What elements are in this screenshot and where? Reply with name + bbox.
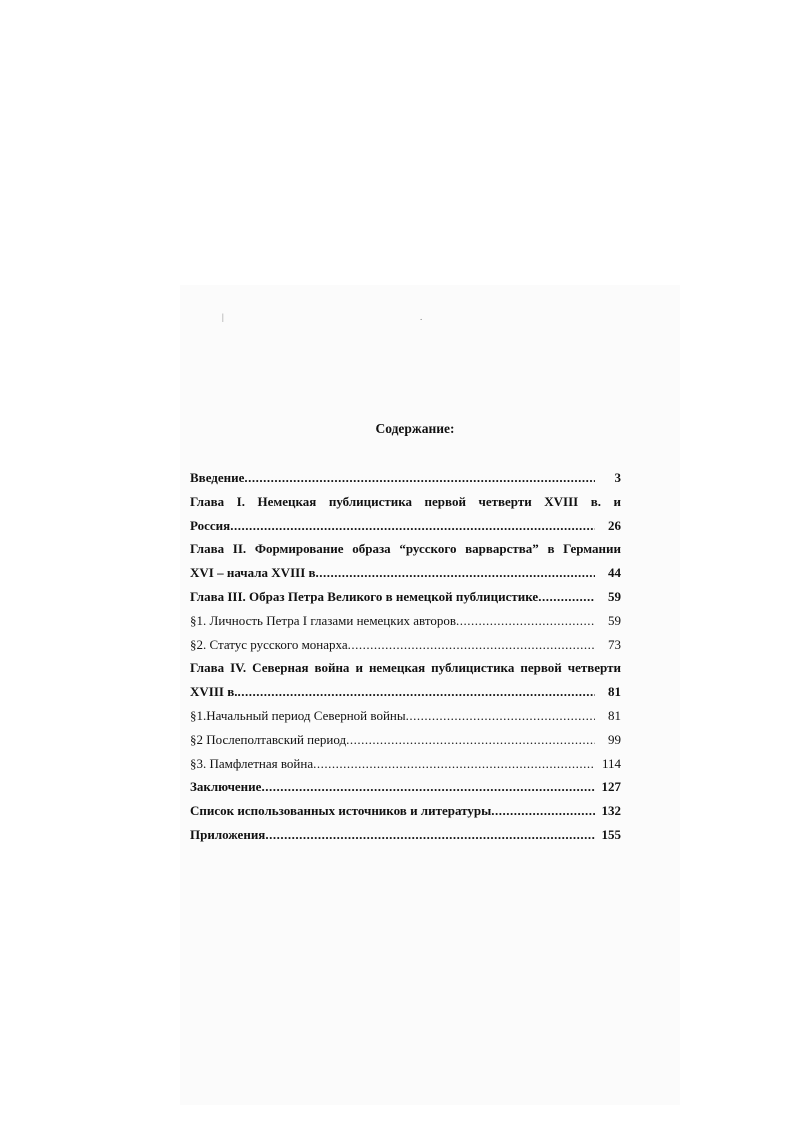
toc-entry-page: 155 bbox=[601, 826, 622, 842]
toc-entry-page: 59 bbox=[608, 612, 621, 628]
toc-entry-page: 81 bbox=[608, 707, 621, 723]
toc-entry-title-line: Глава II. Формирование образа “русского … bbox=[190, 541, 621, 557]
toc-entry-page: 99 bbox=[608, 731, 621, 747]
scan-artifact: | bbox=[222, 312, 224, 322]
toc-entry-title: Приложения bbox=[190, 826, 266, 842]
dot-leader bbox=[348, 637, 595, 653]
toc-entry-title: Глава III. Образ Петра Великого в немецк… bbox=[190, 588, 539, 604]
toc-entry-page: 73 bbox=[608, 636, 621, 652]
dot-leader bbox=[237, 684, 595, 700]
toc-entry-title: XVIII в. bbox=[190, 684, 238, 700]
toc-entry: §3. Памфлетная война 114 bbox=[190, 756, 621, 780]
page-title: Содержание: bbox=[375, 421, 455, 436]
dot-leader bbox=[313, 756, 595, 772]
dot-leader bbox=[244, 470, 595, 486]
toc-entry-title: §1.Начальный период Северной войны bbox=[190, 707, 406, 723]
toc-entry-title: Заключение bbox=[190, 779, 262, 795]
toc-entry-page: 132 bbox=[601, 803, 622, 819]
dot-leader bbox=[491, 803, 595, 819]
dot-leader bbox=[456, 613, 595, 629]
toc-entry-page: 127 bbox=[601, 779, 622, 795]
toc-entry-page: 26 bbox=[608, 517, 621, 533]
toc-entry-title: Введение bbox=[190, 470, 245, 485]
toc-entry-page: 3 bbox=[614, 470, 622, 485]
toc-entry: Глава III. Образ Петра Великого в немецк… bbox=[190, 589, 621, 613]
toc-entry-title: §3. Памфлетная война bbox=[190, 755, 314, 771]
toc-entry: Введение 3 bbox=[190, 470, 621, 494]
dot-leader bbox=[538, 589, 595, 605]
toc-entry: XVI – начала XVIII в 44 bbox=[190, 565, 621, 589]
toc-entry-title: §2. Статус русского монарха bbox=[190, 636, 348, 652]
toc-entry-page: 44 bbox=[608, 565, 621, 581]
toc-entry: Список использованных источников и литер… bbox=[190, 803, 621, 827]
toc-entry: §2. Статус русского монарха 73 bbox=[190, 637, 621, 661]
toc-entry-title: Россия bbox=[190, 517, 231, 533]
dot-leader bbox=[265, 827, 595, 843]
toc-entry-page: 59 bbox=[608, 588, 621, 604]
toc-entry: §1.Начальный период Северной войны 81 bbox=[190, 708, 621, 732]
dot-leader bbox=[346, 732, 595, 748]
scan-artifact: . bbox=[420, 312, 423, 322]
toc-entry: Россия 26 bbox=[190, 518, 621, 542]
toc-entry-title: Список использованных источников и литер… bbox=[190, 803, 492, 819]
toc-entry-page: 114 bbox=[601, 755, 621, 771]
dot-leader bbox=[316, 565, 595, 581]
toc-entry-title-line: Глава IV. Северная война и немецкая публ… bbox=[190, 660, 621, 676]
toc-entry: §1. Личность Петра I глазами немецких ав… bbox=[190, 613, 621, 637]
toc-entry: §2 Послеполтавский период 99 bbox=[190, 732, 621, 756]
toc-entry-title-line: Глава I. Немецкая публицистика первой че… bbox=[190, 493, 621, 509]
toc-entry: XVIII в. 81 bbox=[190, 684, 621, 708]
toc-entry-page: 81 bbox=[608, 684, 621, 700]
toc-entry: Приложения 155 bbox=[190, 827, 621, 851]
dot-leader bbox=[230, 518, 595, 534]
table-of-contents: Введение 3 Глава I. Немецкая публицистика … bbox=[190, 470, 621, 851]
toc-entry: Заключение 127 bbox=[190, 779, 621, 803]
toc-entry-title: §1. Личность Петра I глазами немецких ав… bbox=[190, 612, 457, 628]
toc-entry-title: §2 Послеполтавский период bbox=[190, 731, 347, 747]
toc-entry-title: XVI – начала XVIII в bbox=[190, 565, 316, 581]
dot-leader bbox=[406, 708, 595, 724]
dot-leader bbox=[261, 779, 595, 795]
